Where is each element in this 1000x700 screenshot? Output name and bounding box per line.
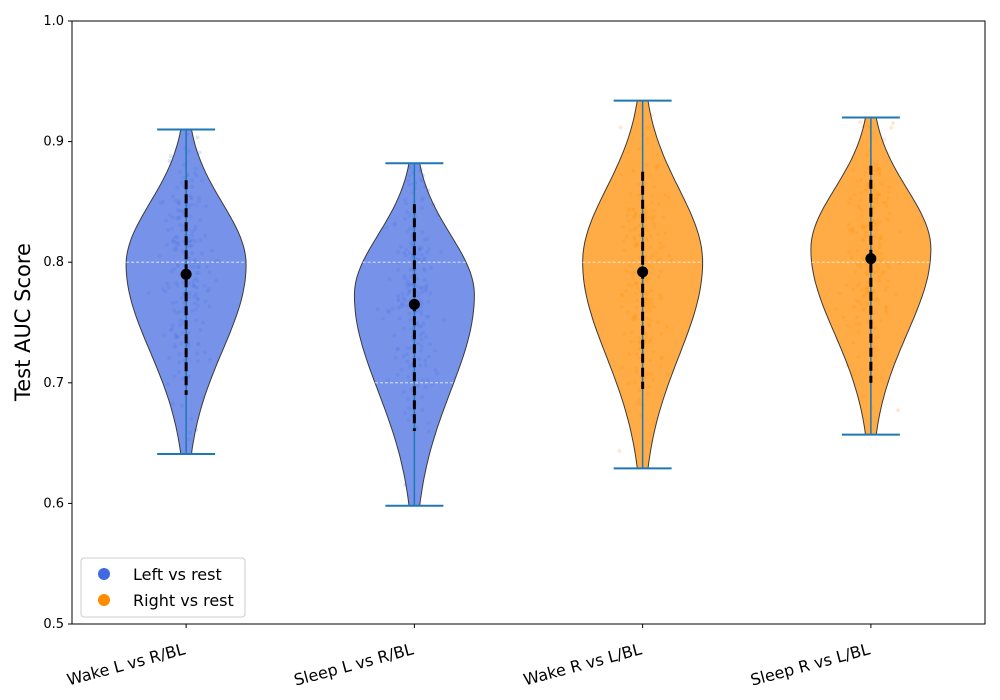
x-axis: Wake L vs R/BL Sleep L vs R/BL Wake R vs L… xyxy=(65,624,872,690)
legend-marker-right xyxy=(98,594,110,606)
violin-median-marker xyxy=(637,266,649,278)
data-point xyxy=(896,408,901,413)
data-point xyxy=(858,120,863,125)
data-point xyxy=(167,159,172,163)
legend-label-left: Left vs rest xyxy=(133,565,222,584)
violin-stats xyxy=(157,99,900,507)
y-tick-label: 0.6 xyxy=(43,496,64,511)
x-tick-label: Sleep R vs L/BL xyxy=(748,639,872,689)
y-axis-label: Test AUC Score xyxy=(11,243,35,402)
legend-box xyxy=(80,557,246,618)
legend: Left vs rest Right vs rest xyxy=(80,557,246,618)
x-tick-label: Sleep L vs R/BL xyxy=(292,639,416,689)
data-point xyxy=(618,125,623,130)
y-tick-label: 0.5 xyxy=(43,617,64,632)
violin-median-marker xyxy=(180,268,192,280)
data-point xyxy=(889,125,894,130)
violin-median-marker xyxy=(408,298,420,310)
data-point xyxy=(617,448,622,453)
data-point xyxy=(890,121,895,126)
data-point xyxy=(882,137,887,142)
violin-median-marker xyxy=(865,253,877,265)
y-axis: 0.5 0.6 0.7 0.8 0.9 1.0 xyxy=(43,14,72,632)
data-point xyxy=(168,154,173,159)
x-tick-label: Wake L vs R/BL xyxy=(65,639,187,689)
y-tick-label: 0.8 xyxy=(43,255,64,270)
y-tick-label: 0.7 xyxy=(43,376,64,391)
y-tick-label: 1.0 xyxy=(43,14,64,29)
legend-marker-left xyxy=(98,568,110,580)
x-tick-label: Wake R vs L/BL xyxy=(521,639,643,689)
y-tick-label: 0.9 xyxy=(43,135,64,150)
plot-frame xyxy=(71,20,986,625)
data-point xyxy=(197,150,202,155)
legend-label-right: Right vs rest xyxy=(133,591,234,610)
data-point xyxy=(195,135,200,140)
